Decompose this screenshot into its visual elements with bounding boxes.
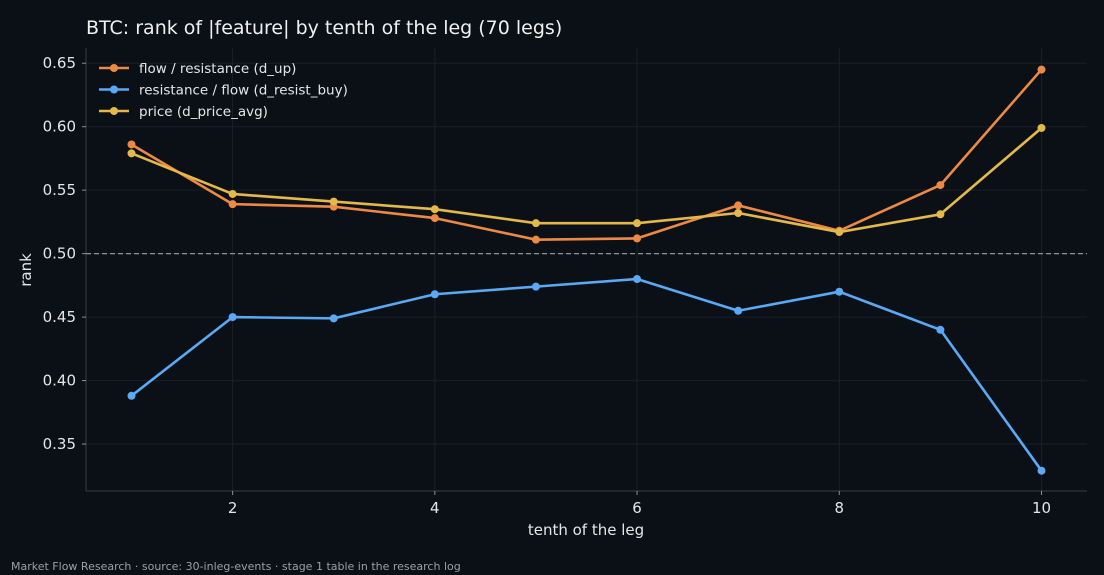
data-point xyxy=(1037,123,1046,132)
data-point xyxy=(127,391,136,400)
tick-labels: 0.35 0.40 0.45 0.50 0.55 0.60 0.65 2 4 6 8 10 xyxy=(43,54,1051,517)
y-tick-label: 0.40 xyxy=(43,372,76,390)
y-tick-label: 0.45 xyxy=(43,308,76,326)
data-point xyxy=(734,209,743,218)
data-point xyxy=(531,219,540,228)
data-point xyxy=(936,210,945,219)
data-point xyxy=(936,325,945,334)
data-point xyxy=(633,234,642,243)
data-point xyxy=(430,205,439,214)
x-tick-label: 8 xyxy=(835,499,845,517)
data-point xyxy=(734,306,743,315)
series-group xyxy=(127,65,1046,475)
x-tick-label: 10 xyxy=(1032,499,1051,517)
data-point xyxy=(936,181,945,190)
data-point xyxy=(228,200,237,209)
y-tick-label: 0.50 xyxy=(43,245,76,263)
x-tick-label: 2 xyxy=(228,499,238,517)
data-point xyxy=(329,197,338,206)
series-line-3 xyxy=(131,126,1043,234)
data-point xyxy=(1037,65,1046,74)
x-axis-label: tenth of the leg xyxy=(528,521,644,539)
data-point xyxy=(127,140,136,149)
y-tick-label: 0.35 xyxy=(43,435,76,453)
data-point xyxy=(633,219,642,228)
legend-label: resistance / flow (d_resist_buy) xyxy=(139,83,348,99)
data-point xyxy=(531,235,540,244)
data-point xyxy=(734,201,743,210)
y-axis-label: rank xyxy=(17,253,35,287)
data-point xyxy=(430,214,439,223)
series-line-1 xyxy=(130,68,1043,241)
data-point xyxy=(633,275,642,284)
data-point xyxy=(430,290,439,299)
x-tick-label: 6 xyxy=(632,499,642,517)
data-point xyxy=(835,287,844,296)
data-point xyxy=(835,228,844,237)
data-point xyxy=(127,149,136,158)
legend-label: price (d_price_avg) xyxy=(139,104,268,120)
footer-text: Market Flow Research · source: 30-inleg-… xyxy=(11,560,461,573)
y-tick-label: 0.55 xyxy=(43,181,76,199)
data-point xyxy=(1037,466,1046,475)
data-point xyxy=(228,313,237,322)
legend-label: flow / resistance (d_up) xyxy=(139,61,296,77)
y-tick-label: 0.65 xyxy=(43,54,76,72)
legend-marker xyxy=(110,107,118,115)
chart-title: BTC: rank of |feature| by tenth of the l… xyxy=(86,17,562,39)
legend: flow / resistance (d_up) resistance / flo… xyxy=(99,61,348,120)
legend-marker xyxy=(110,85,118,94)
series-line-2 xyxy=(130,277,1043,472)
data-point xyxy=(228,189,237,198)
legend-marker xyxy=(110,64,118,72)
axes xyxy=(82,48,1087,495)
data-point xyxy=(531,282,540,291)
y-tick-label: 0.60 xyxy=(43,118,76,136)
x-tick-label: 4 xyxy=(430,499,440,517)
data-point xyxy=(329,314,338,323)
